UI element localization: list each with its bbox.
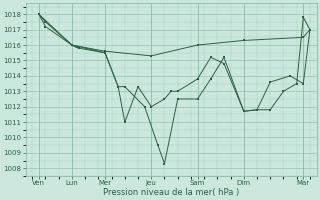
X-axis label: Pression niveau de la mer( hPa ): Pression niveau de la mer( hPa ) [103, 188, 239, 197]
